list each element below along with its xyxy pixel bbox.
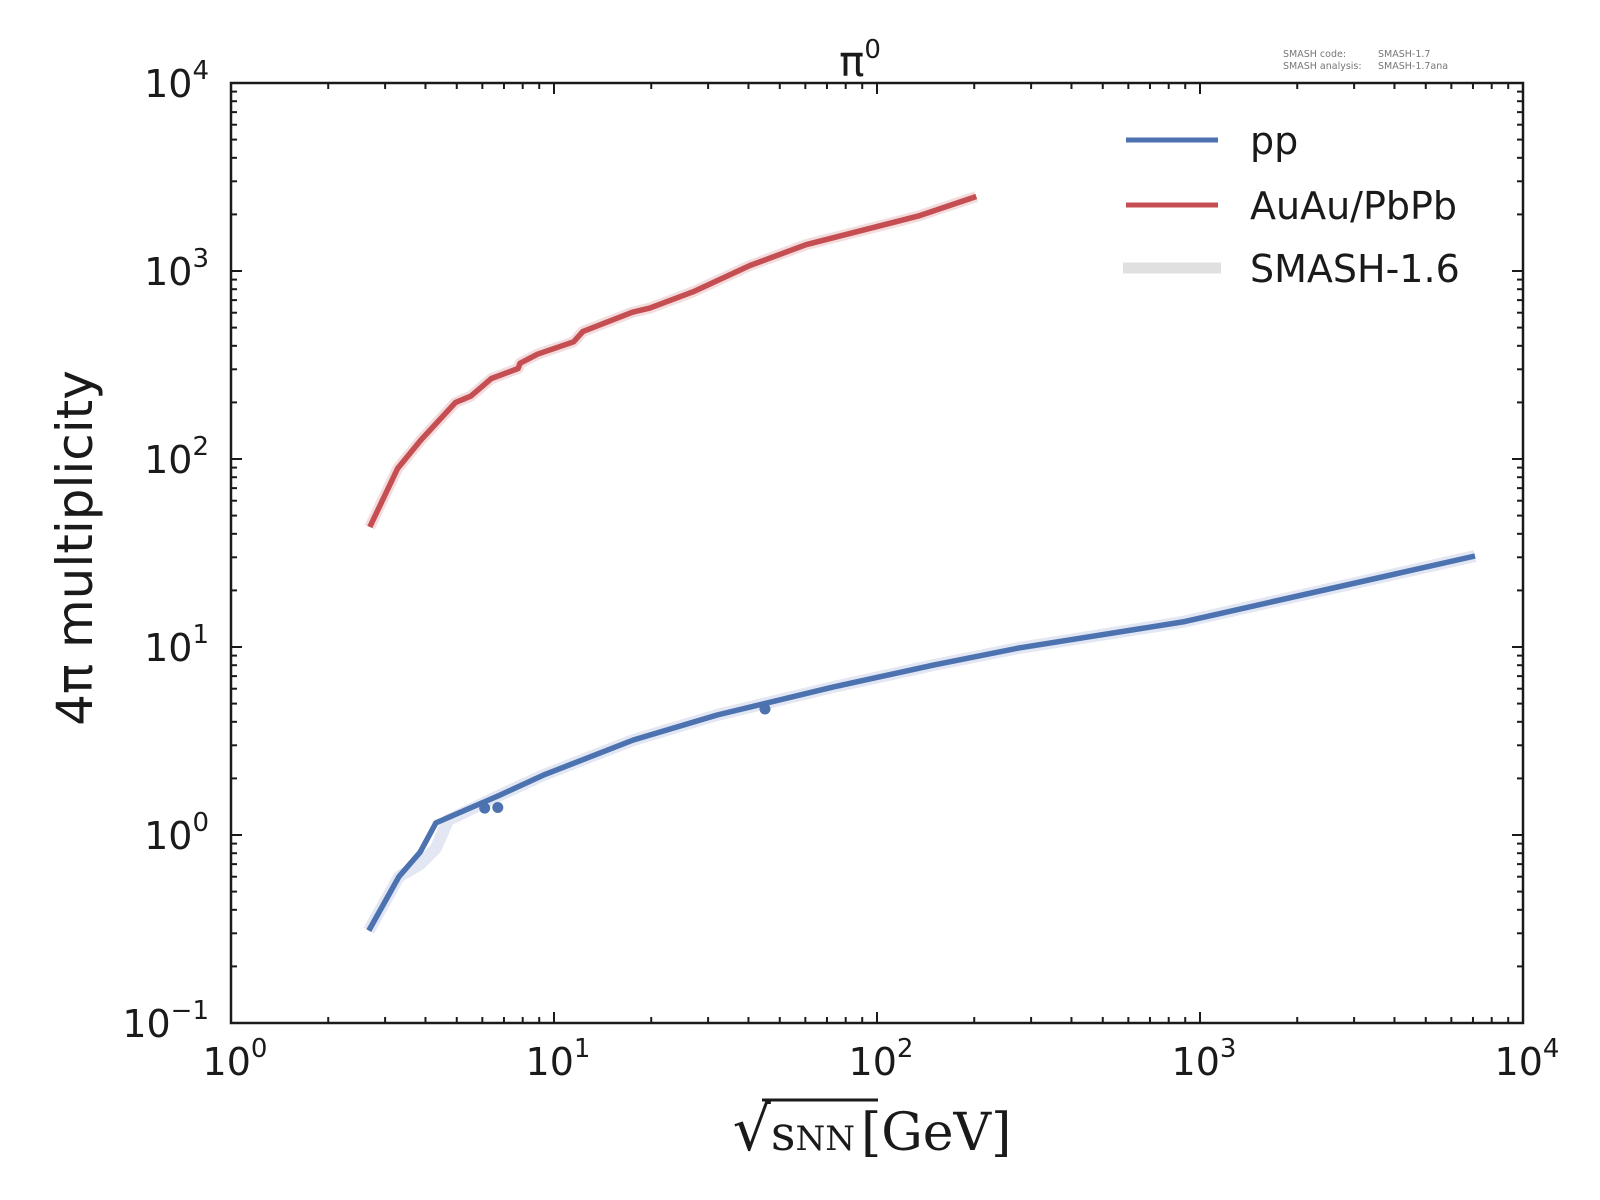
- x-tick-label: 100: [203, 1034, 268, 1084]
- x-tick-label-base: 10: [203, 1040, 251, 1084]
- x-tick-label: 104: [1495, 1034, 1560, 1084]
- y-tick-label: 101: [144, 620, 209, 670]
- y-tick-label-exponent: 1: [192, 620, 209, 650]
- x-tick-label-exponent: 2: [897, 1034, 914, 1064]
- legend: pp AuAu/PbPb SMASH-1.6: [1123, 119, 1460, 291]
- x-tick-label-base: 10: [1495, 1040, 1543, 1084]
- x-tick-label-exponent: 1: [574, 1034, 591, 1064]
- y-tick-label-base: 10: [144, 250, 192, 294]
- reference-band-pp: [363, 550, 1477, 934]
- y-tick-label: 102: [144, 432, 209, 482]
- series-lines: [366, 193, 1476, 932]
- x-tick-label: 102: [849, 1034, 914, 1084]
- y-tick-label-base: 10: [144, 62, 192, 106]
- data-point: [492, 802, 504, 813]
- series-line-auau-pbpb: [367, 193, 978, 529]
- y-tick-label-exponent: 0: [192, 808, 209, 838]
- y-tick-label-exponent: 4: [192, 56, 209, 86]
- y-tick-label-exponent: 2: [192, 432, 209, 462]
- legend-label-smash-1-6: SMASH-1.6: [1250, 247, 1460, 291]
- legend-label-auau-pbpb: AuAu/PbPb: [1250, 184, 1457, 228]
- y-tick-label: 104: [144, 56, 209, 106]
- chart-title: π0: [839, 35, 881, 86]
- x-tick-label-exponent: 4: [1543, 1034, 1560, 1064]
- x-tick-label-base: 10: [526, 1040, 574, 1084]
- reference-band-auau-pbpb: [364, 191, 979, 530]
- x-axis-label: √sNN [GeV]: [733, 1095, 1012, 1165]
- y-tick-label-exponent: −1: [171, 996, 209, 1026]
- legend-label-pp: pp: [1250, 119, 1298, 163]
- x-tick-label-base: 10: [849, 1040, 897, 1084]
- y-tick-label: 10−1: [122, 996, 209, 1046]
- data-point: [759, 703, 771, 715]
- y-tick-label-base: 10: [122, 1002, 170, 1046]
- x-tick-label: 103: [1172, 1034, 1237, 1084]
- x-axis-label-variable: s: [771, 1106, 796, 1162]
- version-info: SMASH code: SMASH-1.7 SMASH analysis: SM…: [1283, 49, 1448, 72]
- y-tick-label: 100: [144, 808, 209, 858]
- y-tick-label-exponent: 3: [192, 244, 209, 274]
- version-code-label: SMASH code:: [1283, 49, 1346, 60]
- version-code-value: SMASH-1.7: [1378, 49, 1430, 60]
- chart-title-superscript: 0: [864, 35, 881, 65]
- x-tick-label: 101: [526, 1034, 591, 1084]
- x-tick-label-exponent: 3: [1220, 1034, 1237, 1064]
- y-tick-label-base: 10: [144, 814, 192, 858]
- y-tick-label: 103: [144, 244, 209, 294]
- y-tick-label-base: 10: [144, 626, 192, 670]
- version-analysis-label: SMASH analysis:: [1283, 61, 1362, 72]
- version-analysis-value: SMASH-1.7ana: [1378, 61, 1448, 72]
- reference-bands: [363, 191, 1477, 934]
- y-tick-label-base: 10: [144, 438, 192, 482]
- plot-frame: [229, 81, 1525, 1025]
- x-tick-label-base: 10: [1172, 1040, 1220, 1084]
- x-axis-label-subscript: NN: [795, 1119, 855, 1159]
- x-axis-label-sqrt: √: [733, 1095, 772, 1165]
- data-point: [479, 802, 491, 814]
- data-points: [479, 703, 771, 814]
- series-line-pp: [366, 553, 1476, 932]
- x-axis-label-unit: [GeV]: [861, 1103, 1011, 1163]
- y-axis-label: 4π multiplicity: [46, 370, 104, 726]
- x-tick-label-exponent: 0: [251, 1034, 268, 1064]
